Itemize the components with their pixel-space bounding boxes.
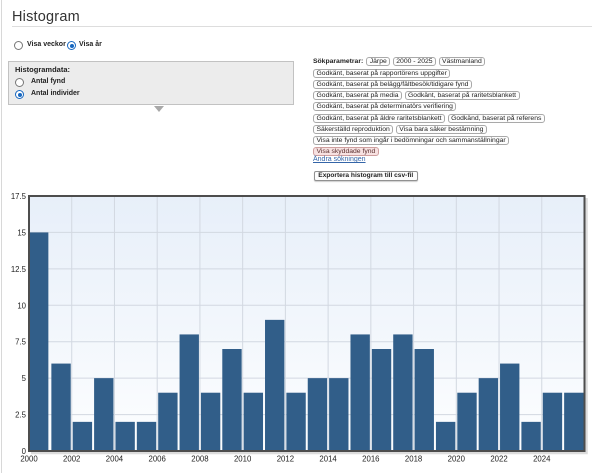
svg-text:12.5: 12.5: [11, 265, 27, 274]
svg-text:0: 0: [22, 447, 27, 456]
svg-text:2014: 2014: [319, 455, 337, 464]
svg-text:2018: 2018: [405, 455, 422, 464]
svg-text:15: 15: [17, 228, 26, 237]
svg-text:2006: 2006: [149, 455, 166, 464]
svg-text:5: 5: [22, 374, 27, 383]
svg-text:17.5: 17.5: [11, 192, 27, 201]
svg-text:2020: 2020: [448, 455, 466, 464]
svg-text:2012: 2012: [277, 455, 294, 464]
svg-text:2016: 2016: [362, 455, 379, 464]
svg-text:2004: 2004: [106, 455, 124, 464]
svg-text:2.5: 2.5: [15, 411, 27, 420]
svg-text:2010: 2010: [234, 455, 252, 464]
svg-text:10: 10: [17, 301, 26, 310]
svg-text:2022: 2022: [490, 455, 507, 464]
svg-text:2000: 2000: [20, 455, 38, 464]
svg-text:7.5: 7.5: [15, 338, 27, 347]
svg-text:2002: 2002: [63, 455, 80, 464]
svg-text:2024: 2024: [533, 455, 551, 464]
svg-text:2008: 2008: [191, 455, 208, 464]
